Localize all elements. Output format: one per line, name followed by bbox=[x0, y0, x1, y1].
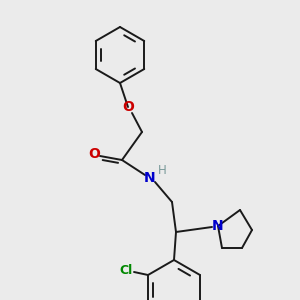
Text: Cl: Cl bbox=[119, 265, 133, 278]
Text: N: N bbox=[144, 171, 156, 185]
Text: O: O bbox=[88, 147, 100, 161]
Text: O: O bbox=[122, 100, 134, 114]
Text: H: H bbox=[158, 164, 166, 176]
Text: N: N bbox=[212, 219, 224, 233]
